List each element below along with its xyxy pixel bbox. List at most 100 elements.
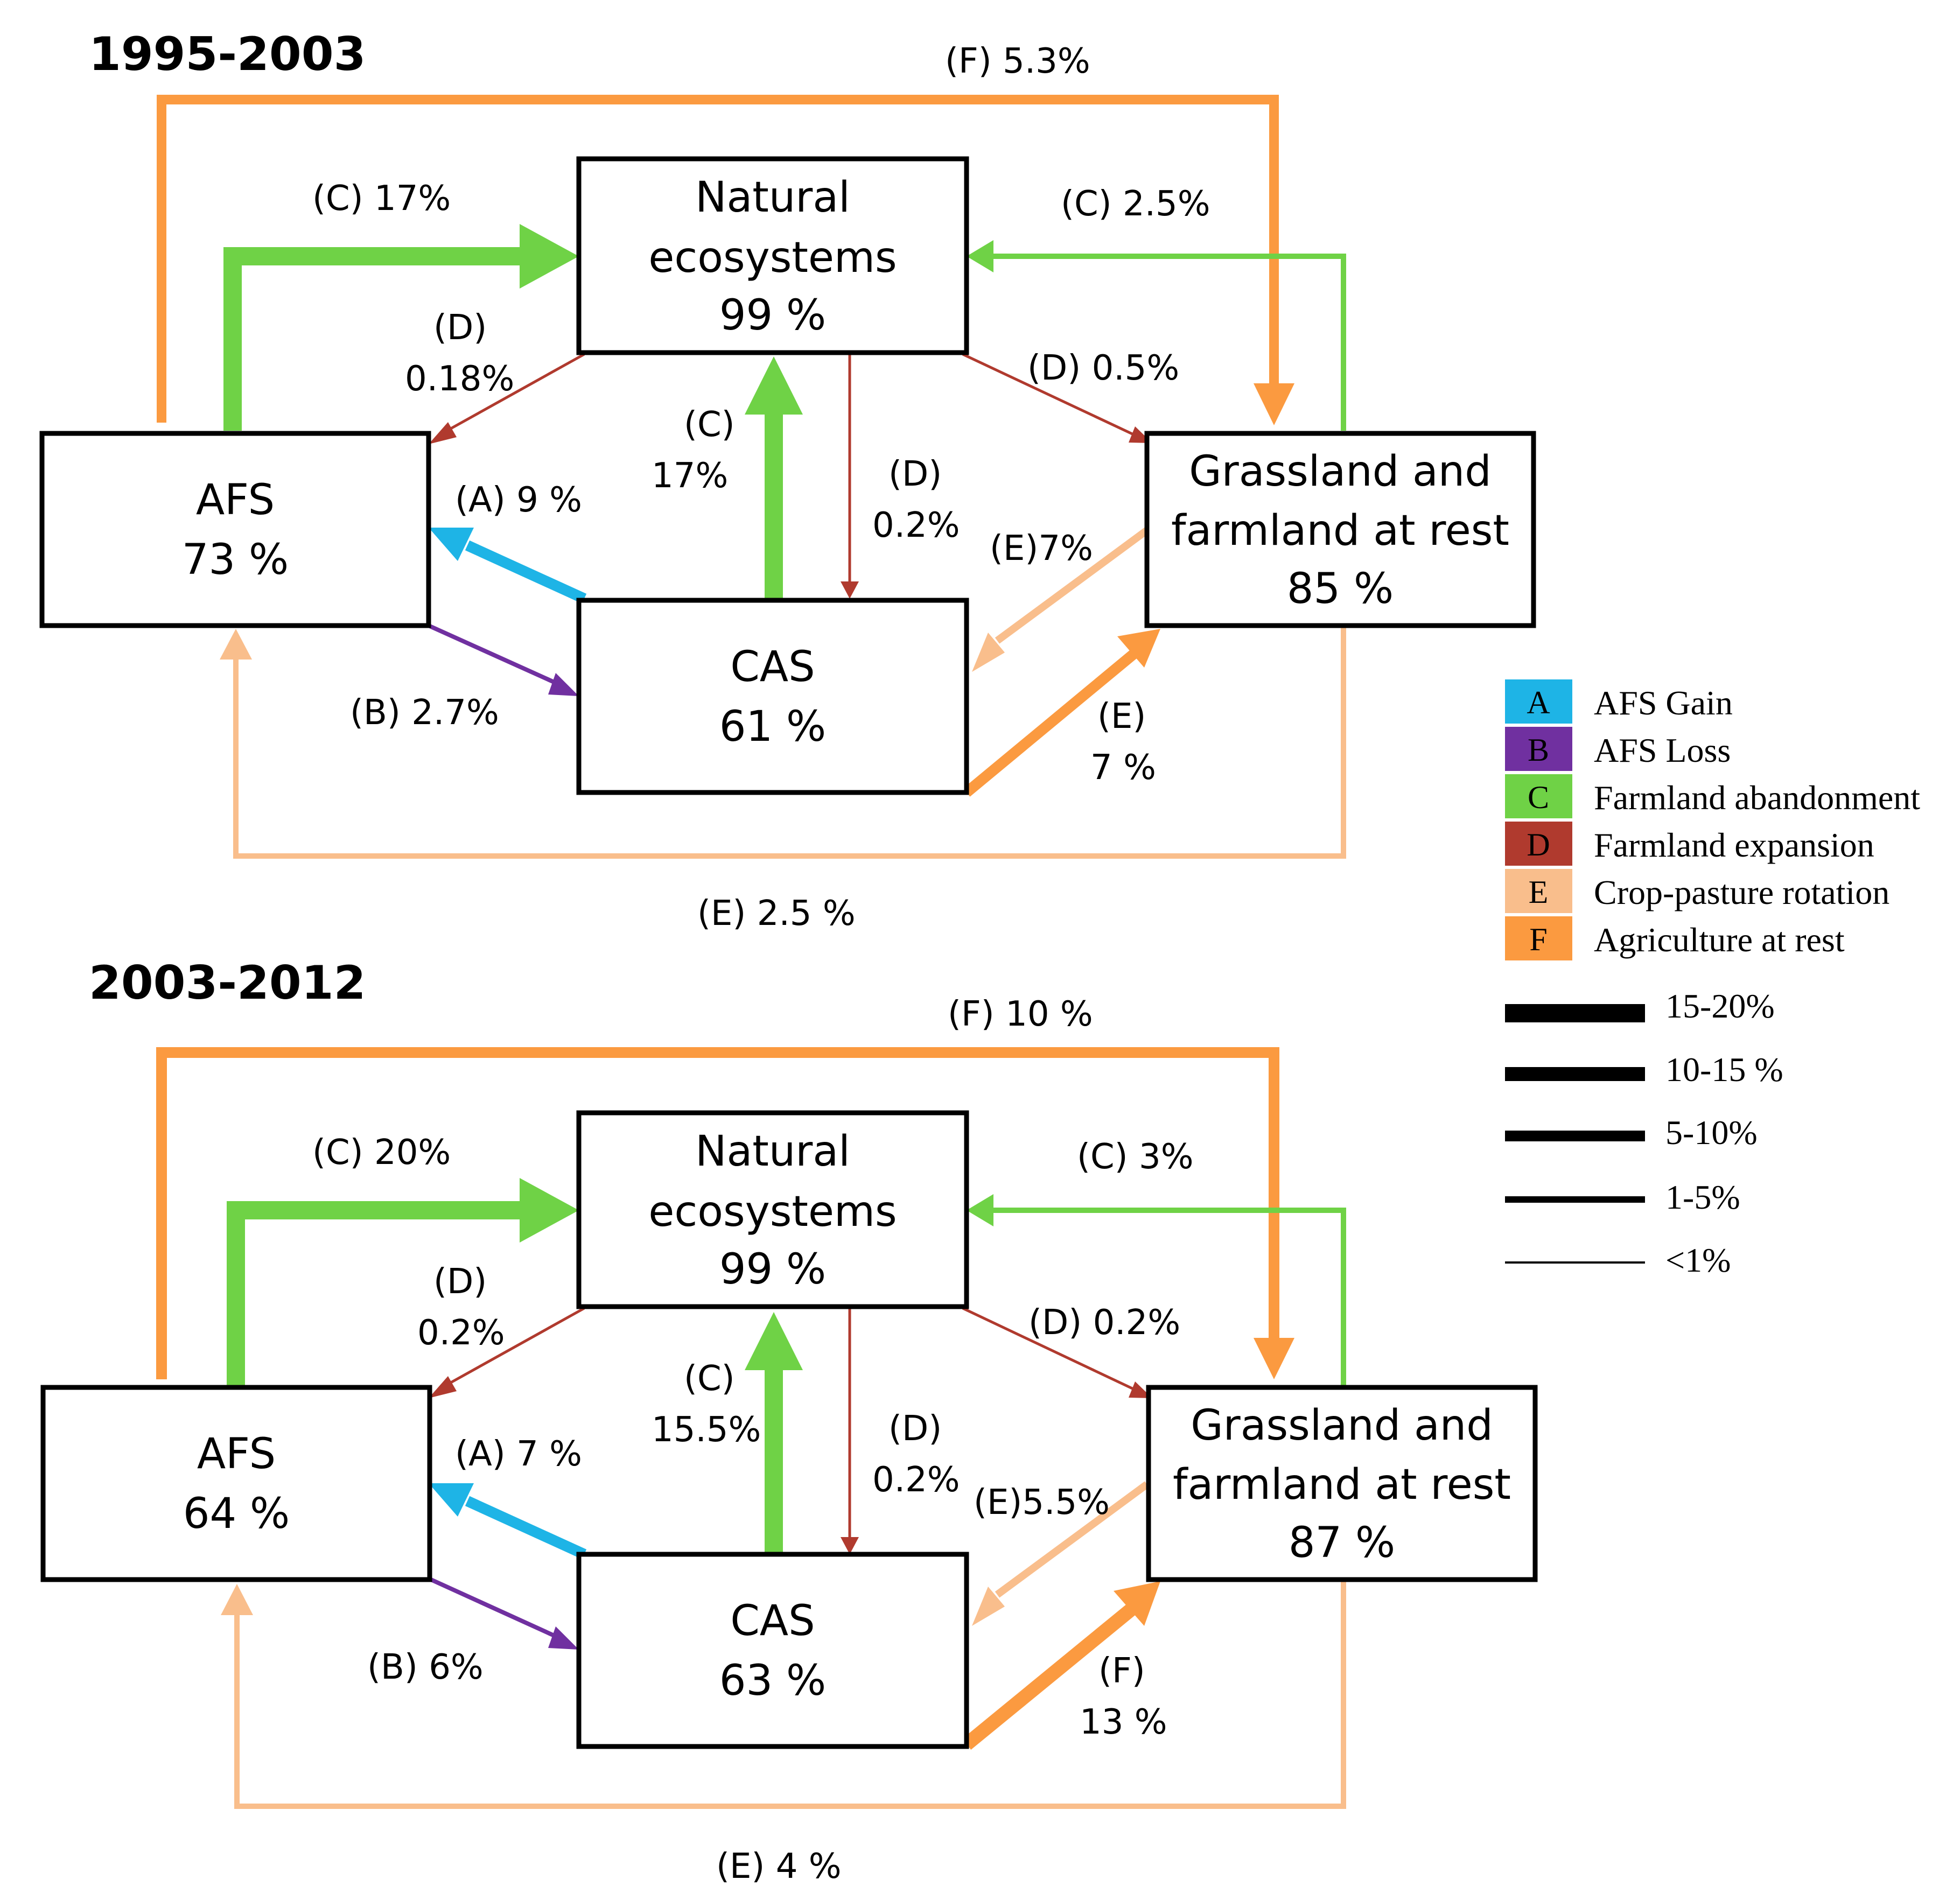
panel-1995-2003: 1995-2003	[39, 27, 1536, 934]
label-cas-grass-1: (F)	[1098, 1651, 1145, 1691]
flow-d-natural-afs-arrow	[429, 1307, 585, 1398]
label-e-bottom: (E) 2.5 %	[697, 894, 856, 934]
label-b-afs-cas: (B) 6%	[367, 1647, 484, 1687]
label-c-cas-natural-1: (C)	[684, 405, 735, 445]
label-d-natural-cas-2: 0.2%	[872, 506, 960, 545]
node-cas-label: CAS	[730, 643, 815, 691]
label-d-natural-grass: (D) 0.2%	[1028, 1303, 1180, 1343]
svg-text:10-15 %: 10-15 %	[1665, 1050, 1783, 1089]
node-natural-value: 99 %	[719, 291, 826, 340]
node-afs	[39, 431, 431, 628]
flow-b-afs-cas-arrow	[428, 623, 579, 696]
svg-text:15-20%: 15-20%	[1665, 987, 1775, 1025]
label-e-grass-cas: (E)7%	[990, 529, 1093, 569]
node-natural-line2: ecosystems	[648, 234, 897, 282]
legend-width-15-20: 15-20%	[1505, 987, 1775, 1025]
node-grassland-line2: farmland at rest	[1171, 507, 1509, 555]
flow-c-grass-natural-arrow	[967, 240, 1346, 431]
flow-cas-grass-arrow	[962, 1581, 1160, 1750]
node-natural-line2: ecosystems	[648, 1188, 897, 1236]
label-cas-grass-2: 7 %	[1090, 748, 1156, 788]
label-c-afs-natural: (C) 17%	[312, 179, 451, 219]
label-d-natural-cas-1: (D)	[888, 1409, 942, 1449]
panel-title: 2003-2012	[89, 956, 366, 1010]
legend-item-e: E Crop-pasture rotation	[1505, 869, 1889, 913]
label-d-natural-afs-1: (D)	[433, 1262, 487, 1302]
svg-text:A: A	[1527, 685, 1550, 720]
flow-c-afs-natural-arrow	[227, 1178, 579, 1386]
node-grassland-line1: Grassland and	[1191, 1401, 1493, 1450]
node-cas-label: CAS	[730, 1597, 815, 1645]
label-d-natural-cas-1: (D)	[888, 454, 942, 494]
flow-b-afs-cas-arrow	[428, 1576, 579, 1650]
node-grassland	[1146, 1385, 1538, 1582]
flow-c-afs-natural-arrow	[223, 224, 579, 431]
label-c-cas-natural-1: (C)	[684, 1359, 735, 1399]
label-d-natural-afs-1: (D)	[433, 308, 487, 348]
flow-c-cas-natural-arrow	[745, 356, 803, 600]
node-afs-value: 64 %	[183, 1490, 290, 1538]
legend-width-10-15: 10-15 %	[1505, 1050, 1783, 1089]
node-natural-ecosystems	[576, 156, 969, 355]
svg-text:AFS Gain: AFS Gain	[1594, 684, 1733, 722]
flow-e-grass-cas-arrow	[972, 527, 1150, 672]
node-natural-line1: Natural	[695, 1127, 850, 1176]
node-grassland-line1: Grassland and	[1189, 447, 1492, 496]
legend-width-1-5: 1-5%	[1505, 1178, 1740, 1216]
node-cas-value: 61 %	[719, 703, 826, 751]
label-a-cas-afs: (A) 7 %	[455, 1434, 582, 1474]
node-afs-value: 73 %	[182, 536, 289, 584]
legend-item-f: F Agriculture at rest	[1505, 916, 1845, 960]
legend: A AFS Gain B AFS Loss C Farmland abandon…	[1505, 679, 1920, 1279]
svg-text:E: E	[1529, 874, 1549, 910]
label-e-bottom: (E) 4 %	[716, 1847, 842, 1886]
label-b-afs-cas: (B) 2.7%	[350, 693, 499, 733]
label-d-natural-afs-2: 0.18%	[405, 359, 514, 399]
node-afs-label: AFS	[197, 1430, 276, 1478]
flow-c-cas-natural-arrow	[745, 1312, 803, 1556]
label-c-grass-natural: (C) 2.5%	[1061, 184, 1210, 224]
node-grassland-value: 87 %	[1289, 1519, 1395, 1567]
legend-item-b: B AFS Loss	[1505, 727, 1731, 771]
flow-cas-grass-arrow	[963, 629, 1160, 797]
node-afs-label: AFS	[196, 476, 275, 524]
flow-e-bottom-arrow	[221, 1580, 1346, 1809]
label-c-cas-natural-2: 15.5%	[652, 1410, 761, 1450]
node-grassland-value: 85 %	[1287, 565, 1394, 613]
node-natural-value: 99 %	[719, 1245, 826, 1294]
label-f-top: (F) 5.3%	[945, 41, 1090, 81]
node-natural-ecosystems	[576, 1110, 969, 1309]
node-natural-line1: Natural	[695, 173, 850, 222]
label-c-grass-natural: (C) 3%	[1077, 1137, 1194, 1177]
flow-a-cas-afs-arrow	[429, 528, 587, 604]
flow-f-top-arrow	[156, 1047, 1294, 1379]
svg-text:Crop-pasture rotation: Crop-pasture rotation	[1594, 873, 1889, 911]
legend-width-5-10: 5-10%	[1505, 1113, 1758, 1152]
node-cas	[576, 1552, 969, 1749]
svg-text:5-10%: 5-10%	[1665, 1113, 1758, 1152]
flow-c-grass-natural-arrow	[967, 1194, 1346, 1386]
label-f-top: (F) 10 %	[948, 994, 1093, 1034]
panel-title: 1995-2003	[89, 27, 366, 81]
flow-e-grass-cas-arrow	[972, 1481, 1150, 1626]
svg-text:F: F	[1529, 922, 1547, 957]
label-c-afs-natural: (C) 20%	[312, 1133, 451, 1173]
flow-e-bottom-arrow	[220, 626, 1346, 859]
node-grassland-line2: farmland at rest	[1173, 1461, 1511, 1509]
svg-text:AFS Loss: AFS Loss	[1594, 731, 1731, 769]
flow-f-top-arrow	[157, 95, 1294, 425]
legend-width-lt1: <1%	[1505, 1241, 1731, 1279]
svg-text:B: B	[1528, 732, 1549, 768]
label-cas-grass-2: 13 %	[1080, 1702, 1167, 1742]
svg-text:1-5%: 1-5%	[1665, 1178, 1740, 1216]
svg-text:Agriculture at rest: Agriculture at rest	[1594, 921, 1845, 959]
flow-a-cas-afs-arrow	[429, 1483, 587, 1560]
label-cas-grass-1: (E)	[1097, 697, 1146, 736]
svg-text:D: D	[1527, 827, 1550, 862]
label-a-cas-afs: (A) 9 %	[455, 480, 582, 520]
node-cas-value: 63 %	[719, 1657, 826, 1705]
panel-2003-2012: 2003-2012	[40, 956, 1538, 1886]
flow-d-natural-cas-arrow	[841, 354, 859, 599]
node-cas	[576, 598, 969, 795]
